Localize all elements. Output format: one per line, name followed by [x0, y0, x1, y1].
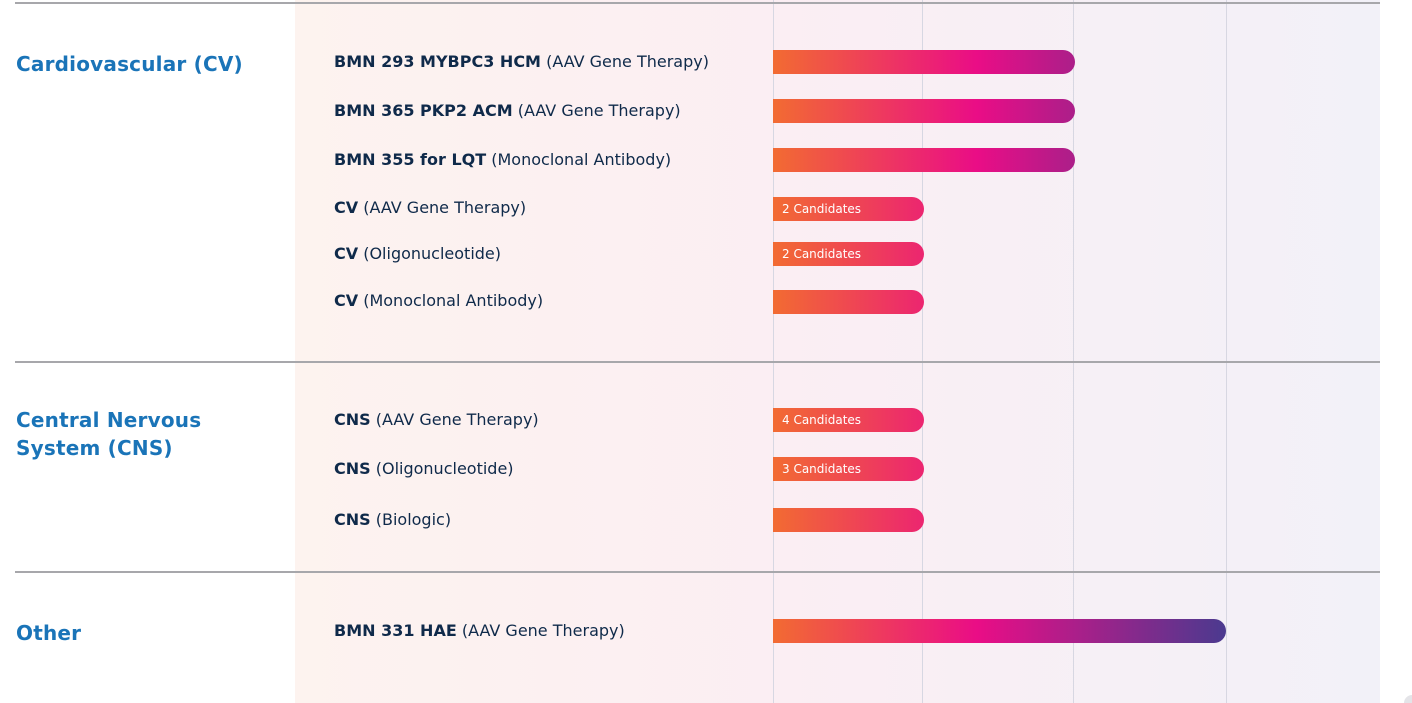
bar — [773, 50, 1075, 74]
modality-name: AAV Gene Therapy — [513, 101, 681, 120]
bar-label: 2 Candidates — [782, 247, 862, 261]
program-name: CV — [334, 291, 359, 310]
bar — [773, 99, 1075, 123]
bar: 2 Candidates — [773, 197, 924, 221]
modality-name: AAV Gene Therapy — [371, 410, 539, 429]
modality-name: AAV Gene Therapy — [358, 198, 526, 217]
program-name: CV — [334, 244, 359, 263]
modality-name: Monoclonal Antibody — [486, 150, 671, 169]
modality-name: Oligonucleotide — [371, 459, 514, 478]
row-label: CNSOligonucleotide — [334, 457, 514, 481]
modality-name: AAV Gene Therapy — [541, 52, 709, 71]
modality-name: Oligonucleotide — [358, 244, 501, 263]
program-name: CNS — [334, 510, 371, 529]
program-name: BMN 331 HAE — [334, 621, 457, 640]
bar-label: 4 Candidates — [782, 413, 862, 427]
section-divider-cv-cns — [15, 361, 1380, 363]
program-name: BMN 293 MYBPC3 HCM — [334, 52, 541, 71]
modality-name: Monoclonal Antibody — [358, 291, 543, 310]
bar-label: 2 Candidates — [782, 202, 862, 216]
bar: 2 Candidates — [773, 242, 924, 266]
bar — [773, 148, 1075, 172]
program-name: BMN 355 for LQT — [334, 150, 487, 169]
bar — [773, 619, 1226, 643]
row-label: CNSBiologic — [334, 508, 451, 532]
bar-label: 3 Candidates — [782, 462, 862, 476]
bar — [773, 290, 924, 314]
program-name: CV — [334, 198, 359, 217]
program-name: CNS — [334, 459, 371, 478]
row-label: BMN 331 HAEAAV Gene Therapy — [334, 619, 625, 643]
row-label: BMN 365 PKP2 ACMAAV Gene Therapy — [334, 99, 681, 123]
bar: 3 Candidates — [773, 457, 924, 481]
scrollbar-corner — [1404, 695, 1412, 703]
category-heading-cns: Central Nervous System (CNS) — [16, 408, 202, 460]
modality-name: Biologic — [371, 510, 451, 529]
category-heading-other: Other — [16, 621, 82, 645]
row-label: BMN 293 MYBPC3 HCMAAV Gene Therapy — [334, 50, 709, 74]
section-divider-cns-other — [15, 571, 1380, 573]
row-label: CVOligonucleotide — [334, 242, 501, 266]
program-name: CNS — [334, 410, 371, 429]
bar: 4 Candidates — [773, 408, 924, 432]
row-label: CNSAAV Gene Therapy — [334, 408, 539, 432]
stage-gridline-3 — [1073, 0, 1074, 703]
stage-gridline-1 — [773, 0, 774, 703]
stage-gridline-4 — [1226, 0, 1227, 703]
row-label: CVAAV Gene Therapy — [334, 196, 526, 220]
program-name: BMN 365 PKP2 ACM — [334, 101, 513, 120]
modality-name: AAV Gene Therapy — [457, 621, 625, 640]
section-divider-top — [15, 2, 1380, 4]
category-heading-cv: Cardiovascular (CV) — [16, 52, 243, 76]
row-label: CVMonoclonal Antibody — [334, 289, 543, 313]
row-label: BMN 355 for LQTMonoclonal Antibody — [334, 148, 671, 172]
stage-gridline-2 — [922, 0, 923, 703]
bar — [773, 508, 924, 532]
